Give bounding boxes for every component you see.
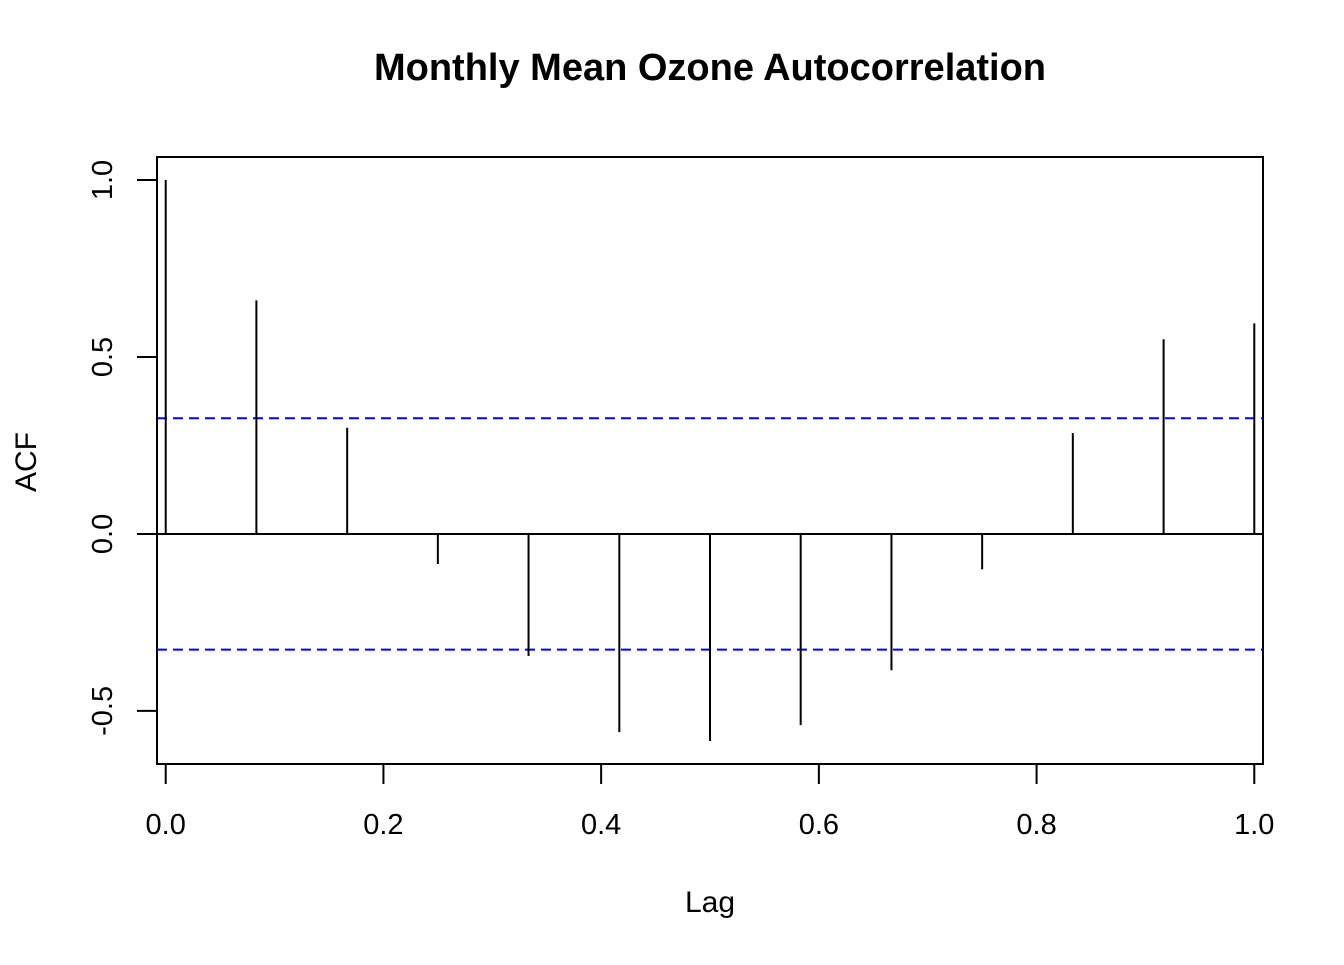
x-tick-label: 0.8 <box>1016 809 1056 841</box>
x-tick-label: 1.0 <box>1234 809 1274 841</box>
x-axis: 0.0 0.2 0.4 0.6 0.8 1.0 <box>146 763 1274 841</box>
y-tick-label: 1.0 <box>87 160 119 200</box>
x-tick-label: 0.4 <box>581 809 621 841</box>
chart-title: Monthly Mean Ozone Autocorrelation <box>374 47 1046 89</box>
y-axis-label: ACF <box>10 432 43 492</box>
y-tick-label: -0.5 <box>87 686 119 736</box>
x-tick-label: 0.6 <box>799 809 839 841</box>
x-axis-label: Lag <box>685 886 735 919</box>
y-tick-label: 0.5 <box>87 337 119 377</box>
x-tick-label: 0.0 <box>146 809 186 841</box>
y-tick-label: 0.0 <box>87 514 119 554</box>
y-axis: -0.5 0.0 0.5 1.0 <box>87 160 158 736</box>
x-tick-label: 0.2 <box>363 809 403 841</box>
acf-bars <box>164 180 1256 741</box>
